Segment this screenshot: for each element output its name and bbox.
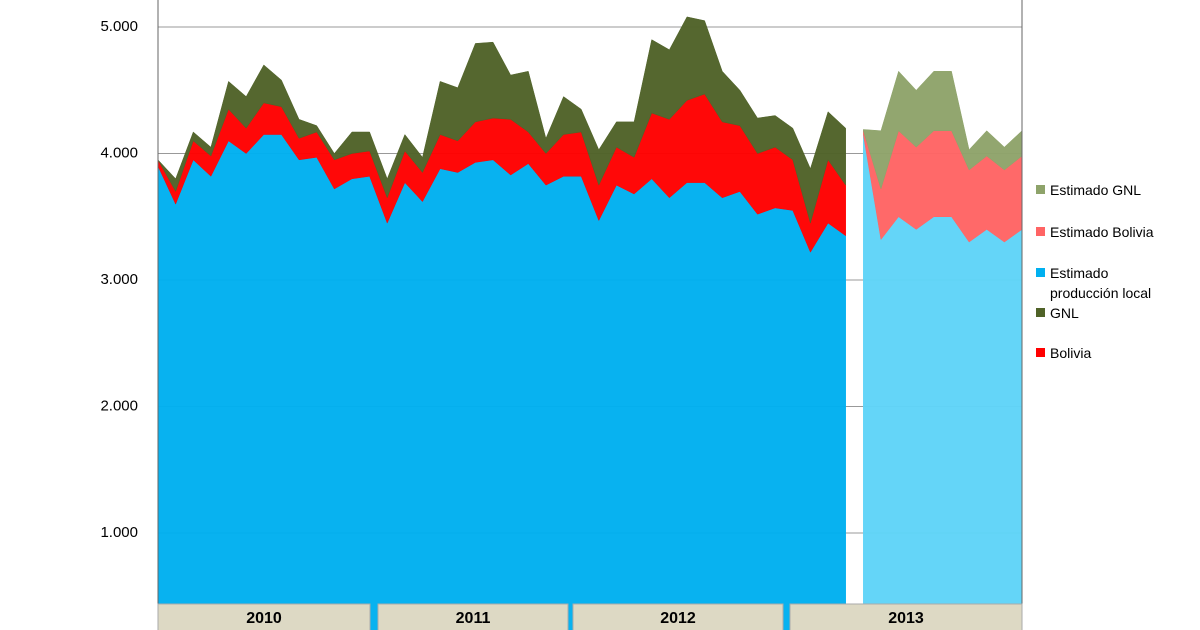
y-tick-label: 2.000	[100, 397, 138, 414]
legend-swatch	[1036, 348, 1045, 357]
year-label: 2010	[246, 610, 282, 627]
area	[157, 16, 846, 225]
legend-swatch	[1036, 185, 1045, 194]
legend-entry: Bolivia	[1036, 343, 1158, 363]
y-tick-label: 5.000	[100, 18, 138, 35]
year-label: 2012	[660, 610, 696, 627]
year-label: 2013	[888, 610, 924, 627]
year-band	[789, 603, 1023, 630]
year-band	[572, 603, 784, 630]
year-label: 2011	[456, 610, 491, 627]
legend-label: Bolivia	[1050, 345, 1092, 361]
legend-entry: Estimado GNL	[1036, 180, 1158, 200]
legend-entry: Estimado producción local	[1036, 263, 1158, 303]
legend-label: Estimado GNL	[1050, 182, 1142, 198]
year-band	[157, 603, 371, 630]
y-tick-label: 4.000	[100, 144, 138, 161]
legend-entry: GNL	[1036, 303, 1158, 323]
legend-swatch	[1036, 308, 1045, 317]
year-band	[377, 603, 569, 630]
area	[157, 134, 846, 630]
legend-swatch	[1036, 227, 1045, 236]
y-tick-label: 1.000	[100, 524, 138, 541]
legend-label: Estimado Bolivia	[1050, 224, 1154, 240]
legend-swatch	[1036, 268, 1045, 277]
y-tick-label: 3.000	[100, 271, 138, 288]
legend-label: GNL	[1050, 305, 1079, 321]
legend-label: Estimado producción local	[1050, 265, 1152, 301]
legend-entry: Estimado Bolivia	[1036, 222, 1158, 242]
